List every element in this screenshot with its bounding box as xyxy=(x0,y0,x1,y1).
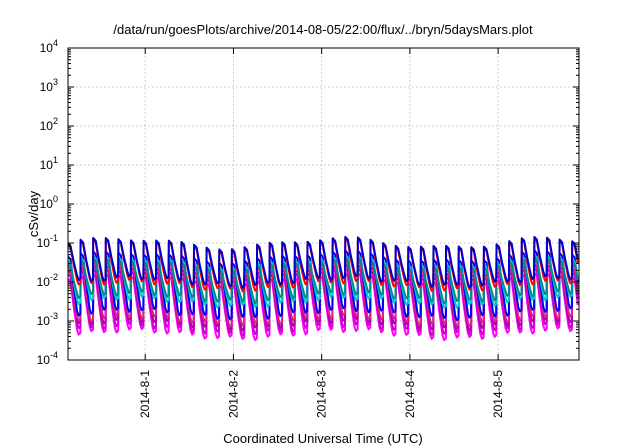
y-tick-base: 10 xyxy=(37,275,51,289)
series-line xyxy=(67,249,579,322)
y-tick-label: 10-4 xyxy=(37,350,58,367)
y-tick-label: 10-3 xyxy=(37,311,58,328)
x-axis-label: Coordinated Universal Time (UTC) xyxy=(223,431,422,446)
series-layer xyxy=(67,235,579,342)
x-tick-label: 2014-8-2 xyxy=(226,370,240,418)
y-tick-base: 10 xyxy=(37,353,51,367)
x-tick-label: 2014-8-4 xyxy=(403,370,417,418)
x-tick-label: 2014-8-1 xyxy=(138,370,152,418)
y-axis-label: cSv/day xyxy=(26,190,41,237)
y-tick-exponent: 2 xyxy=(53,116,58,126)
y-tick-label: 102 xyxy=(40,116,58,133)
series-line xyxy=(67,256,579,305)
y-tick-label: 101 xyxy=(40,155,58,172)
chart-title: /data/run/goesPlots/archive/2014-08-05/2… xyxy=(113,22,533,37)
series-line xyxy=(67,235,579,289)
y-tick-label: 10-2 xyxy=(37,272,58,289)
y-tick-label: 104 xyxy=(40,38,58,55)
y-tick-base: 10 xyxy=(40,119,54,133)
y-tick-exponent: -4 xyxy=(50,350,58,360)
y-tick-exponent: 0 xyxy=(53,194,58,204)
y-tick-base: 10 xyxy=(40,158,54,172)
y-tick-base: 10 xyxy=(37,314,51,328)
y-tick-base: 10 xyxy=(40,80,54,94)
y-tick-base: 10 xyxy=(40,197,54,211)
y-tick-exponent: -3 xyxy=(50,311,58,321)
y-tick-exponent: 1 xyxy=(53,155,58,165)
y-tick-base: 10 xyxy=(37,236,51,250)
y-tick-label: 10-1 xyxy=(37,233,58,250)
y-tick-exponent: 4 xyxy=(53,38,58,48)
y-tick-exponent: -2 xyxy=(50,272,58,282)
y-tick-exponent: 3 xyxy=(53,77,58,87)
x-tick-label: 2014-8-3 xyxy=(315,370,329,418)
series-line xyxy=(67,253,579,309)
y-tick-label: 100 xyxy=(40,194,58,211)
y-tick-exponent: -1 xyxy=(50,233,58,243)
y-tick-base: 10 xyxy=(40,41,54,55)
y-tick-label: 103 xyxy=(40,77,58,94)
x-tick-label: 2014-8-5 xyxy=(491,370,505,418)
